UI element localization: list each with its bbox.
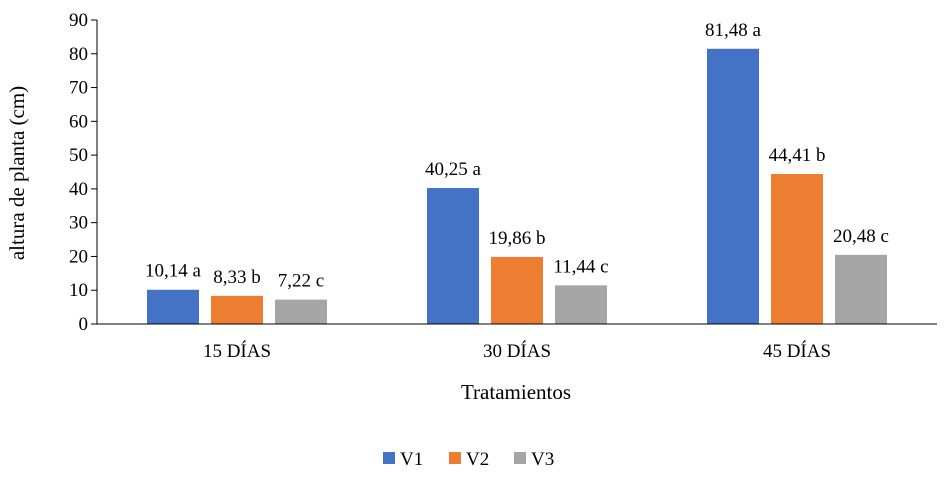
legend-swatch-v2 bbox=[449, 452, 461, 464]
y-tick-label: 90 bbox=[69, 10, 88, 31]
y-tick-label: 50 bbox=[69, 145, 88, 166]
data-label-v3-2: 11,44 c bbox=[553, 256, 608, 277]
bar-v3-3 bbox=[835, 254, 887, 324]
data-label-v3-1: 7,22 c bbox=[278, 271, 324, 292]
legend-swatch-v3 bbox=[514, 452, 526, 464]
data-label-v3-3: 20,48 c bbox=[833, 226, 889, 247]
x-category-label: 45 DÍAS bbox=[763, 340, 831, 362]
legend: V1 V2 V3 bbox=[383, 449, 554, 470]
legend-label-v2: V2 bbox=[466, 449, 489, 470]
bar-v2-1 bbox=[211, 295, 263, 324]
bars-group bbox=[147, 48, 887, 325]
y-tick-label: 40 bbox=[69, 179, 88, 200]
y-tick-label: 10 bbox=[69, 280, 88, 301]
legend-swatch-v1 bbox=[383, 452, 395, 464]
x-category-label: 30 DÍAS bbox=[483, 340, 551, 362]
bar-v3-2 bbox=[555, 285, 607, 324]
data-label-v1-3: 81,48 a bbox=[705, 20, 762, 41]
y-axis-ticks: 0 10 20 30 40 50 60 70 80 90 bbox=[69, 10, 97, 335]
data-labels-group: 10,14 a 8,33 b 7,22 c 40,25 a 19,86 b 11,44 c… bbox=[145, 20, 889, 292]
y-tick-label: 80 bbox=[69, 44, 88, 65]
y-tick-label: 30 bbox=[69, 213, 88, 234]
y-tick-label: 70 bbox=[69, 78, 88, 99]
x-axis-categories: 15 DÍAS 30 DÍAS 45 DÍAS bbox=[203, 340, 831, 362]
bar-v1-1 bbox=[147, 289, 199, 324]
data-label-v2-2: 19,86 b bbox=[489, 228, 546, 249]
y-axis-title: altura de planta (cm) bbox=[5, 86, 29, 260]
x-axis-title: Tratamientos bbox=[461, 380, 571, 404]
y-tick-label: 20 bbox=[69, 246, 88, 267]
data-label-v2-3: 44,41 b bbox=[769, 145, 826, 166]
bar-v1-2 bbox=[427, 188, 479, 324]
x-category-label: 15 DÍAS bbox=[203, 340, 271, 362]
y-tick-label: 60 bbox=[69, 111, 88, 132]
bar-v1-3 bbox=[707, 48, 759, 325]
bar-v2-2 bbox=[491, 256, 543, 324]
y-tick-label: 0 bbox=[79, 314, 89, 335]
legend-label-v1: V1 bbox=[400, 449, 423, 470]
bar-v3-1 bbox=[275, 299, 327, 324]
data-label-v1-1: 10,14 a bbox=[145, 261, 202, 282]
bar-v2-3 bbox=[771, 173, 823, 324]
data-label-v1-2: 40,25 a bbox=[425, 159, 482, 180]
data-label-v2-1: 8,33 b bbox=[213, 267, 261, 288]
legend-label-v3: V3 bbox=[531, 449, 554, 470]
